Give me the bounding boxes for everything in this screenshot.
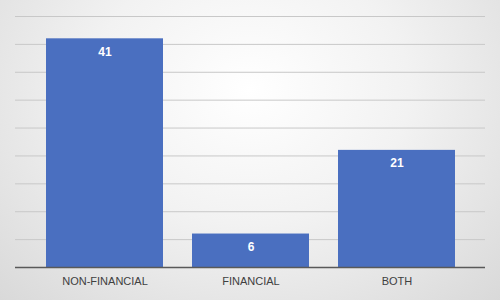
svg-text:41: 41: [98, 45, 112, 59]
svg-text:BOTH: BOTH: [382, 275, 413, 287]
svg-text:FINANCIAL: FINANCIAL: [222, 275, 279, 287]
svg-text:NON-FINANCIAL: NON-FINANCIAL: [62, 275, 148, 287]
svg-text:21: 21: [390, 156, 404, 170]
svg-text:6: 6: [248, 240, 255, 254]
